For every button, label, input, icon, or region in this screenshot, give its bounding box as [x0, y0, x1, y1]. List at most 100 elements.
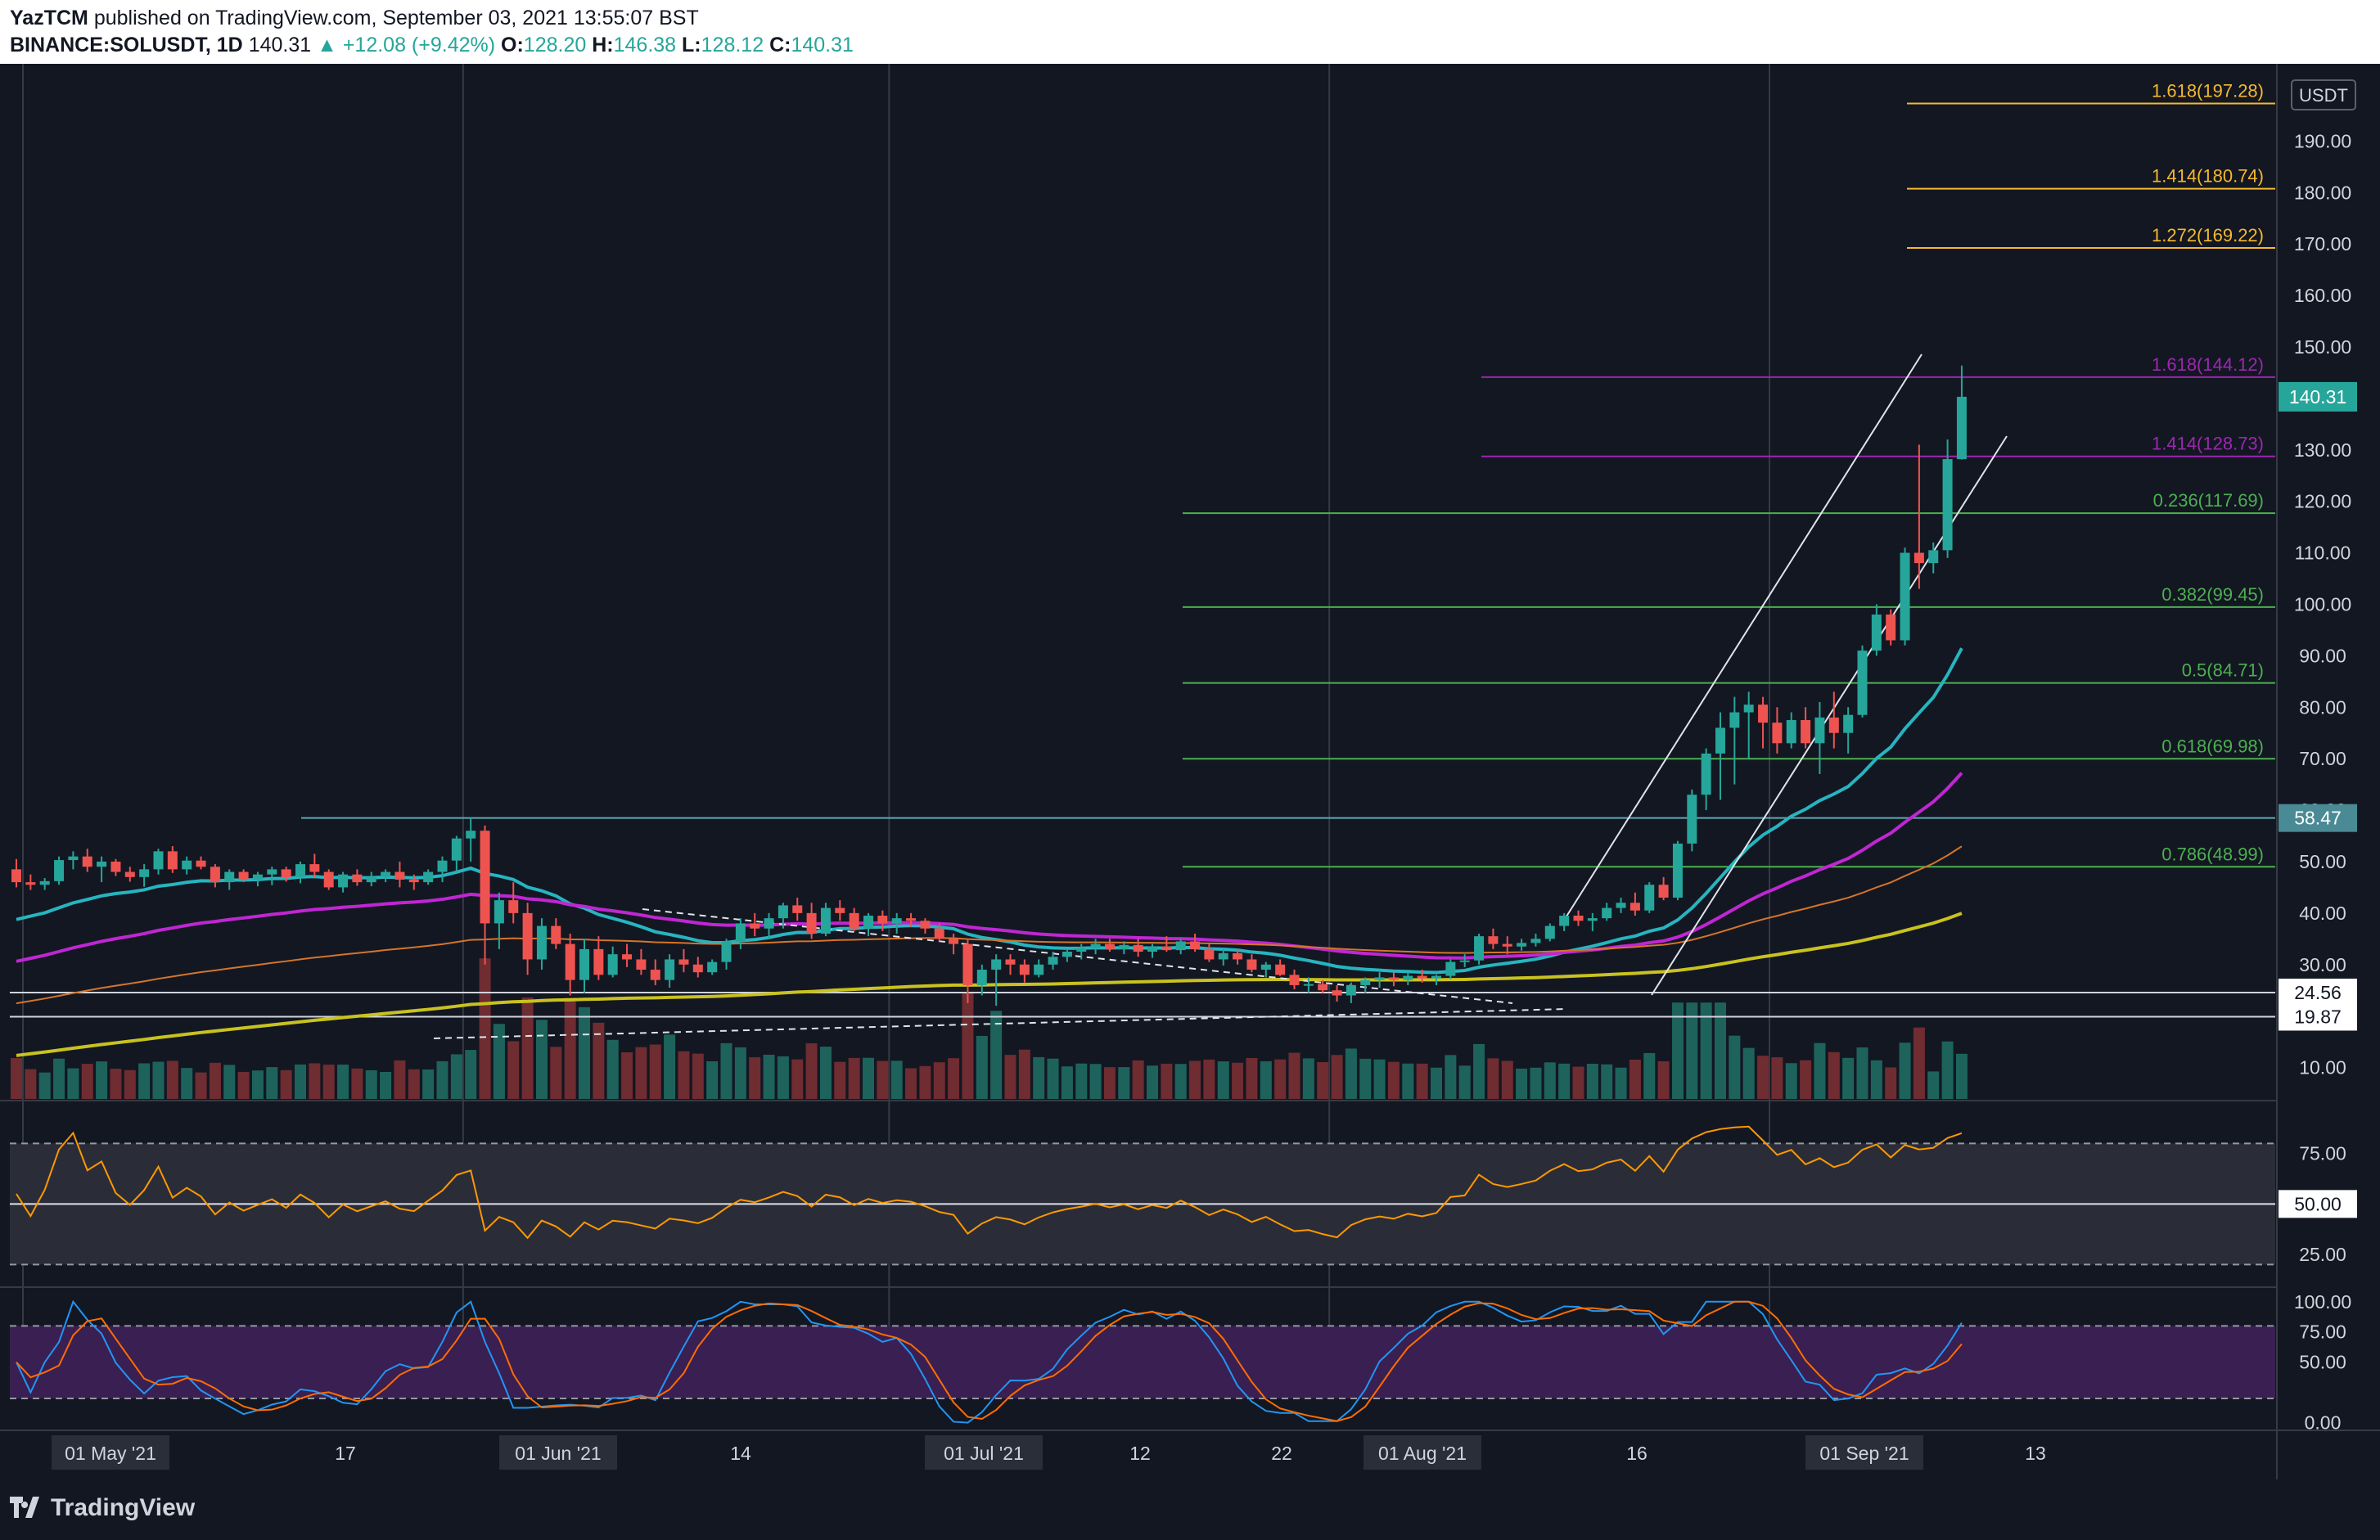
price-tick: 110.00 [2295, 543, 2351, 564]
candle-body [1573, 915, 1584, 921]
candle-body [1104, 943, 1115, 949]
candle-body [1729, 712, 1740, 728]
candle-body [1346, 984, 1356, 996]
candle-body [54, 860, 65, 881]
candle-body [1048, 957, 1058, 965]
high-label: H: [592, 34, 614, 56]
candle-body [1090, 943, 1101, 948]
volume-bar [905, 1068, 917, 1099]
candle-body [522, 912, 533, 960]
volume-bar [1161, 1063, 1173, 1099]
candle-body [1204, 948, 1215, 960]
candle-body [792, 905, 803, 913]
volume-bar [579, 1006, 590, 1099]
candle-body [1857, 651, 1868, 715]
time-axis[interactable]: 01 May '21 17 01 Jun '21 14 01 Jul '21 12 22 01… [52, 1435, 2046, 1470]
chart-header: YazTCM published on TradingView.com, Sep… [0, 0, 2380, 64]
candle-body [508, 900, 519, 913]
volume-bar [152, 1061, 165, 1099]
candle-body [1814, 717, 1825, 744]
candle-body [1602, 907, 1612, 919]
candle-body [281, 869, 291, 877]
volume-bar [479, 958, 491, 1099]
publisher-name[interactable]: YazTCM [10, 7, 88, 29]
candle-body [1474, 936, 1485, 961]
candle-body [182, 860, 192, 870]
candle-body [863, 915, 873, 929]
volume-bar [1913, 1027, 1925, 1099]
volume-bar [53, 1058, 65, 1099]
volume-bar [834, 1061, 846, 1099]
candle-body [97, 861, 107, 867]
channel-upper [1564, 353, 1922, 920]
volume-bar [805, 1043, 818, 1099]
low-value: 128.12 [701, 34, 764, 56]
price-axis[interactable]: 10.0020.0030.0040.0050.0060.0070.0080.00… [2279, 79, 2357, 1078]
volume-bar [1033, 1056, 1045, 1099]
time-tick: 16 [1626, 1443, 1648, 1464]
candle-body [238, 871, 249, 880]
low-label: L: [682, 34, 701, 56]
price-tick: 70.00 [2299, 748, 2346, 769]
candle-body [891, 918, 902, 924]
candle-body [1559, 915, 1570, 926]
volume-bar [1288, 1052, 1300, 1099]
volume-bar [436, 1060, 449, 1099]
fib-label: 1.414(180.74) [2152, 166, 2264, 187]
candle-body [1005, 959, 1016, 965]
volume-bar [465, 1050, 477, 1099]
candle-body [82, 856, 92, 867]
candle-body [480, 831, 490, 924]
close-label: C: [769, 34, 791, 56]
time-tick: 01 Jul '21 [944, 1443, 1024, 1464]
candle-body [1900, 552, 1910, 641]
volume-bar [777, 1056, 789, 1099]
candle-body [678, 959, 689, 965]
time-tick: 13 [2025, 1443, 2046, 1464]
volume-bar [1629, 1059, 1641, 1099]
candle-body [764, 918, 774, 929]
volume-bar [1842, 1057, 1855, 1099]
volume-bar [1089, 1064, 1102, 1099]
volume-bar [38, 1072, 51, 1099]
candle-body [1672, 843, 1683, 898]
volume-bar [933, 1062, 945, 1099]
volume-bar [1147, 1065, 1158, 1099]
volume-bar [1530, 1067, 1542, 1099]
fib-label: 1.414(128.73) [2152, 434, 2264, 454]
tradingview-logo[interactable]: TradingView [10, 1494, 195, 1522]
price-chart[interactable]: 1.618(197.28) 1.414(180.74) 1.272(169.22) 1… [0, 64, 2380, 1479]
candle-body [721, 941, 732, 962]
volume-bar [1572, 1066, 1584, 1099]
volume-bar [1302, 1058, 1314, 1099]
volume-bar [1771, 1057, 1783, 1099]
candle-body [1687, 795, 1697, 844]
candle-body [167, 851, 178, 870]
volume-bar [1700, 1002, 1712, 1099]
candle-body [252, 874, 263, 880]
level-tag [2279, 1002, 2357, 1031]
volume-bar [181, 1068, 193, 1099]
volume-bar [1402, 1063, 1414, 1099]
volume-bar [1473, 1043, 1485, 1099]
candle-body [1629, 903, 1640, 911]
volume-bar [1274, 1059, 1287, 1099]
volume-bar [266, 1067, 278, 1099]
stoch-tick: 0.00 [2305, 1412, 2342, 1434]
stoch-rsi-pane: 0.00 50.00 75.00 100.00 [10, 1291, 2351, 1434]
volume-bar [692, 1053, 704, 1099]
candle-body [622, 954, 633, 960]
symbol-name[interactable]: BINANCE:SOLUSDT, 1D [10, 34, 243, 56]
candle-body [806, 912, 817, 934]
ema50-line [16, 772, 1963, 963]
rsi-value-tag [2279, 1190, 2357, 1218]
candle-body [920, 921, 931, 929]
open-value: 128.20 [523, 34, 587, 56]
candle-body [636, 959, 647, 970]
volume-bar [1615, 1067, 1627, 1099]
candle-body [295, 864, 305, 877]
volume-bar [1345, 1048, 1357, 1099]
price-tick: 150.00 [2294, 336, 2351, 358]
candle-body [1218, 952, 1228, 960]
volume-bar [1544, 1062, 1556, 1099]
